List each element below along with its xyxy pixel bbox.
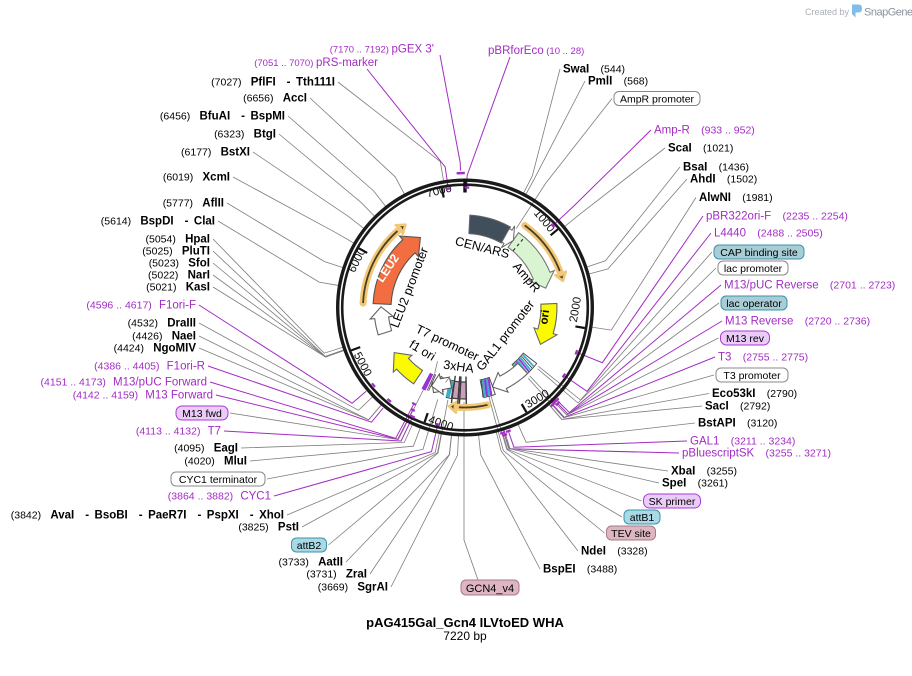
svg-text:(5054) HpaI: (5054) HpaI [146, 234, 211, 246]
svg-text:CAP binding site: CAP binding site [720, 247, 798, 259]
svg-text:pBRforEco (10 .. 28): pBRforEco (10 .. 28) [488, 45, 584, 57]
svg-text:M13 rev: M13 rev [726, 333, 765, 345]
svg-text:(4386 .. 4405) F1ori-R: (4386 .. 4405) F1ori-R [94, 361, 205, 373]
svg-text:T3 (2755 .. 2775): T3 (2755 .. 2775) [718, 352, 808, 364]
svg-text:(7027) PflFI - Tth111I: (7027) PflFI - Tth111I [211, 77, 335, 89]
svg-text:(5023) SfoI: (5023) SfoI [149, 258, 210, 270]
svg-text:ScaI (1021): ScaI (1021) [668, 143, 733, 155]
svg-text:GAL1 (3211 .. 3234): GAL1 (3211 .. 3234) [690, 436, 795, 448]
svg-text:pBluescriptSK (3255 .. 327: pBluescriptSK (3255 .. 3271) [682, 448, 831, 460]
svg-text:(6656) AccI: (6656) AccI [243, 93, 307, 105]
svg-text:SK primer: SK primer [649, 496, 696, 508]
svg-text:(5614) BspDI - ClaI: (5614) BspDI - ClaI [101, 216, 215, 228]
svg-text:(7170 .. 7192) pGEX 3': (7170 .. 7192) pGEX 3' [330, 44, 434, 56]
svg-text:T3 promoter: T3 promoter [723, 370, 781, 382]
svg-text:BsaI (1436): BsaI (1436) [683, 162, 749, 174]
svg-text:(5022) NarI: (5022) NarI [148, 270, 210, 282]
svg-text:AmpR promoter: AmpR promoter [620, 93, 695, 105]
svg-text:SnapGene: SnapGene [864, 7, 912, 19]
svg-text:(4424) NgoMIV: (4424) NgoMIV [114, 343, 197, 355]
svg-text:Amp-R (933 .. 952): Amp-R (933 .. 952) [654, 125, 755, 137]
svg-text:(4596 .. 4617) F1ori-F: (4596 .. 4617) F1ori-F [86, 300, 196, 312]
svg-text:CYC1 terminator: CYC1 terminator [179, 474, 258, 486]
svg-text:(4020) MluI: (4020) MluI [184, 456, 247, 468]
svg-text:TEV site: TEV site [611, 528, 651, 540]
svg-text:(6177) BstXI: (6177) BstXI [181, 147, 250, 159]
svg-text:pBR322ori-F (2235 .. 2254): pBR322ori-F (2235 .. 2254) [706, 211, 848, 223]
svg-text:M13/pUC Reverse (2701 .. 2: M13/pUC Reverse (2701 .. 2723) [724, 280, 895, 292]
svg-text:Eco53kI (2790): Eco53kI (2790) [712, 388, 797, 400]
svg-text:L4440 (2488 .. 2505): L4440 (2488 .. 2505) [714, 228, 823, 240]
svg-text:AhdI (1502): AhdI (1502) [690, 174, 757, 186]
svg-text:(5777) AflII: (5777) AflII [163, 198, 224, 210]
svg-text:(4426) NaeI: (4426) NaeI [132, 331, 196, 343]
svg-text:NdeI (3328): NdeI (3328) [581, 546, 648, 558]
svg-text:(6323) BtgI: (6323) BtgI [214, 129, 276, 141]
svg-text:(6019) XcmI: (6019) XcmI [163, 172, 230, 184]
svg-text:ori: ori [538, 309, 552, 325]
svg-text:(5025) PluTI: (5025) PluTI [142, 246, 210, 258]
svg-text:lac promoter: lac promoter [724, 263, 783, 275]
svg-text:AlwNI (1981): AlwNI (1981) [699, 192, 773, 204]
svg-text:(3864 .. 3882) CYC1: (3864 .. 3882) CYC1 [168, 491, 271, 503]
svg-text:attB1: attB1 [630, 512, 655, 524]
svg-text:M13 Reverse (2720 .. 2736): M13 Reverse (2720 .. 2736) [725, 316, 870, 328]
svg-text:(4095) EagI: (4095) EagI [174, 443, 238, 455]
svg-text:(3731) ZraI: (3731) ZraI [306, 569, 367, 581]
svg-text:SwaI (544): SwaI (544) [563, 64, 625, 76]
svg-text:(5021) KasI: (5021) KasI [146, 282, 210, 294]
svg-text:(3842) AvaI - BsoBI: (3842) AvaI - BsoBI - PaeR7I - PspXI - X… [11, 510, 284, 522]
svg-text:PmlI (568): PmlI (568) [588, 76, 648, 88]
svg-text:(3733) AatII: (3733) AatII [279, 557, 344, 569]
svg-text:SacI (2792): SacI (2792) [705, 401, 770, 413]
svg-text:BstAPI (3120): BstAPI (3120) [698, 418, 777, 430]
svg-text:SpeI (3261): SpeI (3261) [662, 478, 728, 490]
svg-text:(4142 .. 4159) M13 Forward: (4142 .. 4159) M13 Forward [73, 390, 213, 402]
svg-text:pAG415Gal_Gcn4 ILVtoED WHA: pAG415Gal_Gcn4 ILVtoED WHA [366, 615, 564, 630]
svg-text:(4113 .. 4132) T7: (4113 .. 4132) T7 [136, 426, 221, 438]
svg-text:7220 bp: 7220 bp [443, 629, 487, 643]
svg-text:(7051 .. 7070) pRS-marker: (7051 .. 7070) pRS-marker [254, 57, 378, 69]
svg-text:(4151 .. 4173) M13/pUC Forwa: (4151 .. 4173) M13/pUC Forward [41, 377, 207, 389]
svg-text:(3669) SgrAI: (3669) SgrAI [318, 582, 388, 594]
svg-text:attB2: attB2 [297, 540, 322, 552]
svg-text:BspEI (3488): BspEI (3488) [543, 564, 617, 576]
svg-text:(6456) BfuAI - BspMI: (6456) BfuAI - BspMI [160, 111, 285, 123]
svg-text:M13 fwd: M13 fwd [182, 408, 222, 420]
svg-text:(4532) DraIII: (4532) DraIII [128, 318, 196, 330]
svg-text:Created by: Created by [805, 7, 850, 17]
svg-text:(3825) PstI: (3825) PstI [238, 522, 299, 534]
svg-text:lac operator: lac operator [726, 298, 782, 310]
svg-text:XbaI (3255): XbaI (3255) [671, 466, 737, 478]
svg-text:GCN4_v4: GCN4_v4 [466, 583, 514, 595]
